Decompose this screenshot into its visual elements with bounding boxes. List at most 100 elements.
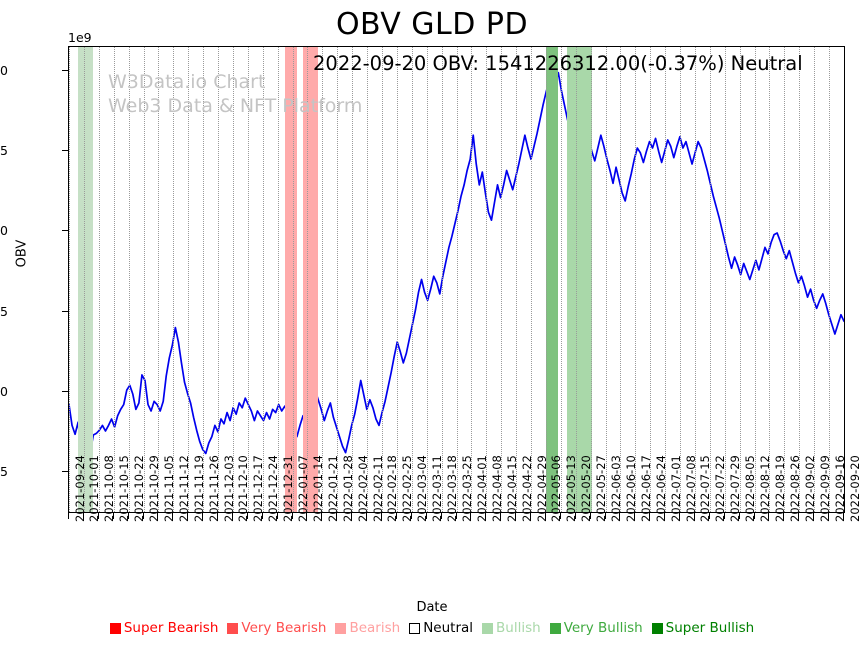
x-tick-mark — [231, 513, 233, 519]
grid-line — [680, 47, 682, 512]
legend-entry[interactable]: Bullish — [482, 620, 541, 636]
x-tick-mark — [291, 513, 293, 519]
x-tick-label: 2021-11-05 — [161, 455, 176, 522]
x-tick-label: 2022-09-09 — [817, 455, 832, 522]
grid-line — [560, 47, 562, 512]
x-tick-label: 2021-11-26 — [206, 455, 221, 522]
x-tick-label: 2022-01-28 — [340, 455, 355, 522]
grid-line — [590, 47, 592, 512]
x-tick-mark — [664, 513, 666, 519]
grid-line — [128, 47, 130, 512]
grid-line — [739, 47, 741, 512]
grid-line — [501, 47, 503, 512]
grid-line — [426, 47, 428, 512]
legend-entry[interactable]: Bearish — [335, 620, 400, 636]
grid-line — [396, 47, 398, 512]
legend-entry[interactable]: Very Bearish — [227, 620, 326, 636]
grid-line — [650, 47, 652, 512]
x-tick-label: 2022-08-19 — [772, 455, 787, 522]
y-tick-label: 1.65 — [0, 143, 8, 159]
x-tick-label: 2021-11-12 — [176, 455, 191, 522]
x-tick-mark — [515, 513, 517, 519]
y-tick-label: 1.50 — [0, 383, 8, 399]
x-tick-mark — [261, 513, 263, 519]
legend-entry[interactable]: Super Bullish — [651, 620, 754, 636]
grid-line — [799, 47, 801, 512]
x-tick-mark — [455, 513, 457, 519]
grid-line — [635, 47, 637, 512]
signal-band — [284, 47, 297, 512]
y-tick-mark — [62, 150, 68, 152]
x-tick-mark — [470, 513, 472, 519]
x-tick-label: 2022-06-10 — [623, 455, 638, 522]
grid-line — [352, 47, 354, 512]
x-tick-label: 2022-09-16 — [832, 455, 847, 522]
x-tick-label: 2022-05-27 — [594, 455, 609, 522]
grid-line — [367, 47, 369, 512]
x-tick-mark — [336, 513, 338, 519]
grid-line — [262, 47, 264, 512]
legend: Super Bearish Very Bearish Bearish Neutral B… — [0, 620, 864, 636]
signal-band — [78, 47, 94, 512]
legend-swatch-icon — [549, 622, 561, 634]
x-tick-label: 2021-12-17 — [251, 455, 266, 522]
x-tick-label: 2022-08-12 — [758, 455, 773, 522]
grid-line — [292, 47, 294, 512]
grid-line — [143, 47, 145, 512]
x-tick-label: 2022-08-26 — [787, 455, 802, 522]
x-tick-mark — [544, 513, 546, 519]
legend-entry[interactable]: Neutral — [409, 620, 473, 636]
x-tick-mark — [97, 513, 99, 519]
grid-line — [516, 47, 518, 512]
x-tick-label: 2022-01-14 — [310, 455, 325, 522]
x-tick-mark — [366, 513, 368, 519]
y-tick-mark — [62, 470, 68, 472]
legend-swatch-icon — [409, 622, 421, 634]
x-tick-mark — [768, 513, 770, 519]
x-tick-label: 2022-07-01 — [668, 455, 683, 522]
x-tick-mark — [425, 513, 427, 519]
legend-entry[interactable]: Super Bearish — [109, 620, 218, 636]
page-title: OBV GLD PD — [335, 7, 529, 42]
x-tick-label: 2021-10-01 — [87, 455, 102, 522]
grid-line — [844, 47, 845, 512]
x-tick-mark — [679, 513, 681, 519]
x-tick-mark — [530, 513, 532, 519]
x-tick-label: 2022-07-15 — [698, 455, 713, 522]
grid-line — [113, 47, 115, 512]
grid-line — [471, 47, 473, 512]
x-tick-mark — [82, 513, 84, 519]
x-tick-mark — [828, 513, 830, 519]
grid-line — [769, 47, 771, 512]
x-axis-title: Date — [416, 600, 448, 615]
x-tick-label: 2022-04-15 — [504, 455, 519, 522]
grid-line — [381, 47, 383, 512]
x-tick-mark — [753, 513, 755, 519]
x-tick-label: 2022-07-29 — [728, 455, 743, 522]
y-axis-title: OBV — [14, 239, 30, 268]
grid-line — [531, 47, 533, 512]
legend-swatch-icon — [482, 622, 494, 634]
x-tick-label: 2022-09-20 — [847, 455, 862, 522]
grid-line — [605, 47, 607, 512]
x-tick-label: 2022-06-24 — [653, 455, 668, 522]
x-tick-label: 2021-12-31 — [281, 455, 296, 522]
grid-line — [218, 47, 220, 512]
x-tick-mark — [559, 513, 561, 519]
y-tick-label: 1.60 — [0, 223, 8, 239]
grid-line — [456, 47, 458, 512]
x-tick-mark — [321, 513, 323, 519]
x-tick-label: 2021-12-10 — [236, 455, 251, 522]
x-tick-mark — [306, 513, 308, 519]
y-axis-exponent-label: 1e9 — [68, 30, 92, 45]
grid-line — [203, 47, 205, 512]
x-tick-mark — [440, 513, 442, 519]
grid-line — [307, 47, 309, 512]
y-tick-label: 1.55 — [0, 303, 8, 319]
x-tick-label: 2022-05-06 — [549, 455, 564, 522]
x-tick-mark — [157, 513, 159, 519]
legend-entry[interactable]: Very Bullish — [549, 620, 643, 636]
x-tick-label: 2022-05-20 — [579, 455, 594, 522]
legend-label: Very Bearish — [241, 620, 327, 636]
